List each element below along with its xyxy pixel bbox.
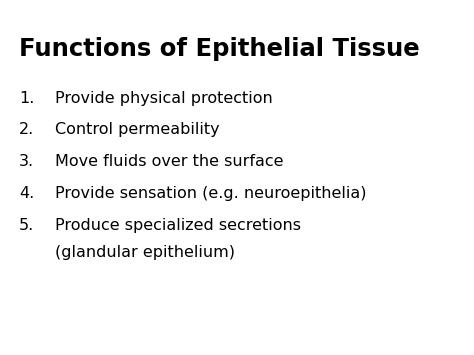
- Text: Functions of Epithelial Tissue: Functions of Epithelial Tissue: [19, 37, 419, 61]
- Text: 3.: 3.: [19, 154, 34, 169]
- Text: 4.: 4.: [19, 186, 34, 201]
- Text: 2.: 2.: [19, 122, 34, 137]
- Text: Control permeability: Control permeability: [55, 122, 219, 137]
- Text: Provide sensation (e.g. neuroepithelia): Provide sensation (e.g. neuroepithelia): [55, 186, 366, 201]
- Text: 5.: 5.: [19, 218, 34, 233]
- Text: Provide physical protection: Provide physical protection: [55, 91, 272, 105]
- Text: Produce specialized secretions: Produce specialized secretions: [55, 218, 301, 233]
- Text: 1.: 1.: [19, 91, 34, 105]
- Text: Move fluids over the surface: Move fluids over the surface: [55, 154, 283, 169]
- Text: (glandular epithelium): (glandular epithelium): [55, 245, 235, 260]
